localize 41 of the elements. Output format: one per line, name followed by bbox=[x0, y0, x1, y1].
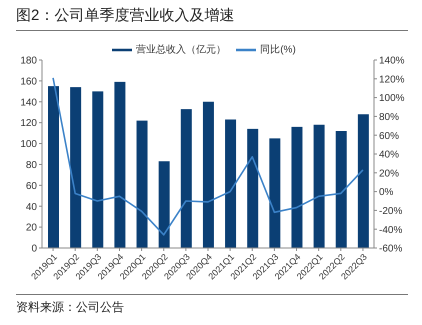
y-tick-label: 120 bbox=[20, 118, 38, 130]
y-tick-label: 40 bbox=[26, 202, 38, 213]
bar bbox=[225, 120, 236, 248]
y-tick-label: 100 bbox=[20, 139, 38, 150]
bar bbox=[48, 86, 59, 248]
y-tick-label: 140 bbox=[20, 97, 38, 108]
bar bbox=[180, 109, 192, 248]
bar bbox=[202, 102, 214, 248]
chart-title: 图2：公司单季度营业收入及增速 bbox=[16, 6, 408, 31]
bar bbox=[114, 82, 126, 248]
y2-tick-label: -40% bbox=[379, 224, 402, 236]
bar bbox=[269, 138, 280, 248]
y2-tick-label: 140% bbox=[379, 56, 405, 67]
bar bbox=[247, 128, 258, 248]
bar bbox=[336, 131, 347, 248]
y2-tick-label: -20% bbox=[379, 206, 402, 217]
y2-tick-label: 20% bbox=[379, 168, 400, 180]
y-tick-label: 80 bbox=[26, 160, 38, 171]
y-tick-label: 180 bbox=[20, 56, 38, 67]
legend-label: 同比(%) bbox=[260, 44, 296, 56]
y2-tick-label: 60% bbox=[379, 130, 400, 142]
text: 资料来源：公司公告 bbox=[16, 294, 408, 316]
legend-label: 营业总收入（亿元） bbox=[136, 44, 226, 56]
bar bbox=[158, 161, 170, 248]
y-tick-label: 160 bbox=[20, 76, 38, 88]
line-series bbox=[52, 77, 364, 236]
y2-tick-label: 120% bbox=[379, 74, 405, 86]
bar bbox=[358, 114, 369, 248]
y2-tick-label: 0% bbox=[379, 187, 394, 198]
y-tick-label: 20 bbox=[26, 222, 38, 234]
bar bbox=[314, 124, 325, 248]
bar bbox=[92, 91, 104, 248]
y2-tick-label: 80% bbox=[379, 112, 400, 123]
y2-tick-label: 40% bbox=[379, 150, 400, 161]
bar bbox=[136, 120, 148, 248]
y2-tick-label: -60% bbox=[379, 244, 402, 255]
y2-tick-label: 100% bbox=[379, 93, 405, 104]
bar bbox=[291, 126, 302, 248]
bar bbox=[70, 87, 82, 248]
y-tick-label: 0 bbox=[31, 244, 38, 255]
y-tick-label: 60 bbox=[26, 180, 38, 192]
